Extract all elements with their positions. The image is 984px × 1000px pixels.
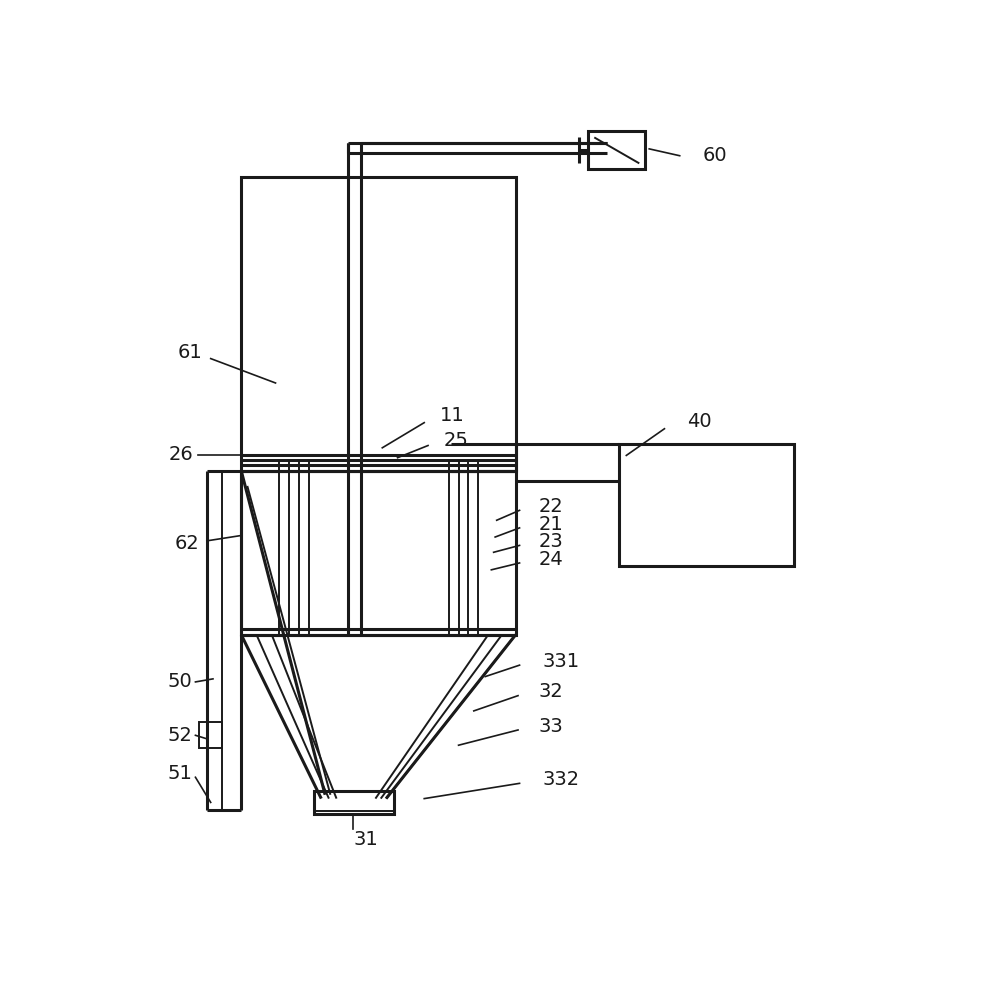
Text: 26: 26 xyxy=(169,445,194,464)
Text: 32: 32 xyxy=(538,682,564,701)
Text: 25: 25 xyxy=(443,431,468,450)
Bar xyxy=(199,722,222,748)
Text: 31: 31 xyxy=(353,830,378,849)
Bar xyxy=(241,177,516,471)
Bar xyxy=(588,131,646,169)
Text: 11: 11 xyxy=(440,406,464,425)
Text: 332: 332 xyxy=(542,770,580,789)
Bar xyxy=(314,791,394,814)
Text: 62: 62 xyxy=(175,534,200,553)
Text: 61: 61 xyxy=(178,343,203,362)
Text: 331: 331 xyxy=(542,652,580,671)
Text: 51: 51 xyxy=(167,764,192,783)
Text: 40: 40 xyxy=(687,412,712,431)
Text: 50: 50 xyxy=(167,672,192,691)
Text: 24: 24 xyxy=(538,550,564,569)
Text: 23: 23 xyxy=(538,532,564,551)
Text: 21: 21 xyxy=(538,515,564,534)
Text: 52: 52 xyxy=(167,726,192,745)
Text: 33: 33 xyxy=(538,717,564,736)
Text: 22: 22 xyxy=(538,497,564,516)
Bar xyxy=(241,471,516,635)
Text: 60: 60 xyxy=(703,146,727,165)
Bar xyxy=(619,444,794,566)
